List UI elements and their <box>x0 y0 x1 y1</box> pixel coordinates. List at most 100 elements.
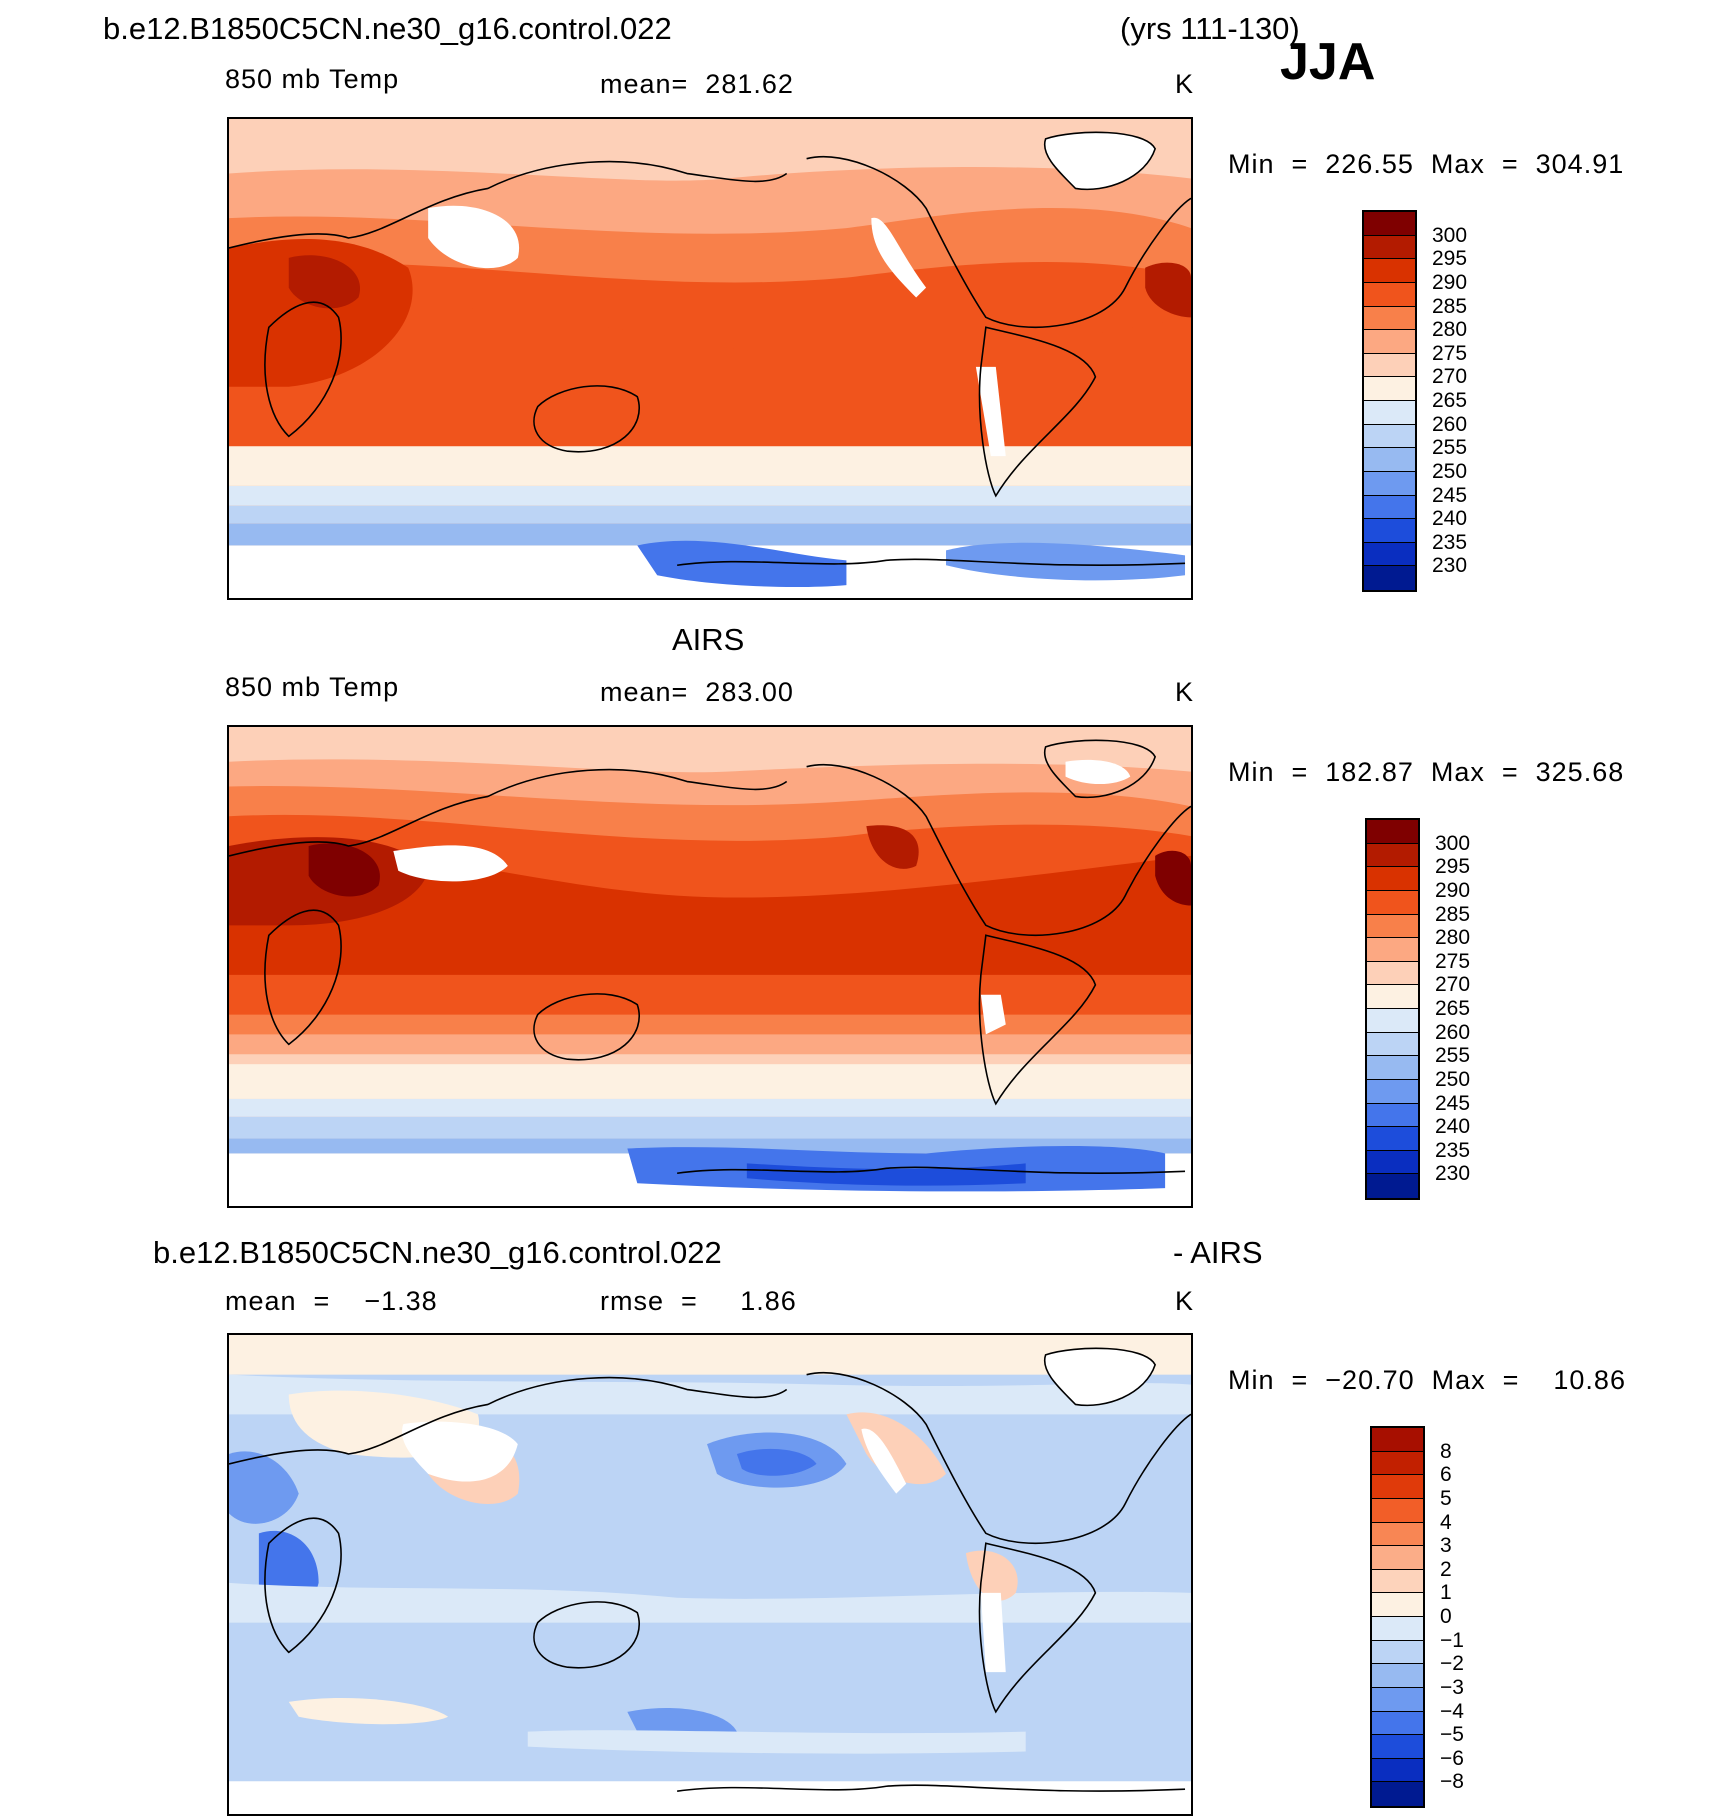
colorbar-box <box>1372 1569 1423 1594</box>
colorbar-box <box>1364 282 1415 307</box>
panel1-mean-label: mean= 281.62 <box>600 69 794 99</box>
colorbar-box <box>1367 1174 1418 1198</box>
colorbar-box <box>1367 820 1418 844</box>
colorbar-level-label: 260 <box>1435 1020 1471 1044</box>
colorbar-box <box>1364 519 1415 543</box>
colorbar-level-label: 1 <box>1440 1581 1452 1605</box>
colorbar-level-label: 300 <box>1435 831 1471 855</box>
colorbar-box <box>1364 566 1415 590</box>
colorbar-level-label: 285 <box>1432 294 1468 318</box>
colorbar-box <box>1364 424 1415 449</box>
panel3-title: b.e12.B1850C5CN.ne30_g16.control.022 <box>153 1235 722 1270</box>
colorbar-level-label: 230 <box>1435 1162 1471 1186</box>
colorbar-box <box>1364 353 1415 378</box>
colorbar-level-label: −6 <box>1440 1746 1464 1770</box>
season-label: JJA <box>1280 33 1376 91</box>
colorbar-level-label: 250 <box>1432 459 1468 483</box>
colorbar-box <box>1372 1498 1423 1523</box>
colorbar-level-label: 235 <box>1432 530 1468 554</box>
colorbar-level-label: 290 <box>1435 878 1471 902</box>
years-label: (yrs 111-130) <box>1120 11 1300 46</box>
panel2-colorbar <box>1365 818 1420 1200</box>
panel2-title: AIRS <box>672 622 745 657</box>
colorbar-box <box>1372 1593 1423 1617</box>
colorbar-level-label: 235 <box>1435 1138 1471 1162</box>
colorbar-box <box>1367 1150 1418 1175</box>
colorbar-level-label: −8 <box>1440 1770 1464 1794</box>
colorbar-box <box>1367 1079 1418 1104</box>
colorbar-box <box>1367 1009 1418 1033</box>
panel1-field-label: 850 mb Temp <box>225 64 400 94</box>
colorbar-level-label: 260 <box>1432 412 1468 436</box>
colorbar-box <box>1367 890 1418 915</box>
panel2-mean-label: mean= 283.00 <box>600 677 794 707</box>
colorbar-box <box>1364 377 1415 401</box>
panel3-rmse-label: rmse = 1.86 <box>600 1286 797 1316</box>
panel2-minmax: Min = 182.87 Max = 325.68 <box>1228 757 1625 787</box>
colorbar-box <box>1372 1664 1423 1688</box>
colorbar-box <box>1364 235 1415 260</box>
panel1-map-svg <box>229 119 1191 598</box>
colorbar-box <box>1364 212 1415 236</box>
colorbar-level-label: 290 <box>1432 270 1468 294</box>
colorbar-box <box>1367 961 1418 986</box>
panel2-map <box>227 725 1193 1208</box>
colorbar-level-label: 245 <box>1432 483 1468 507</box>
panel3-units: K <box>1175 1286 1195 1316</box>
colorbar-box <box>1372 1711 1423 1736</box>
panel3-title-right: - AIRS <box>1173 1235 1263 1270</box>
colorbar-box <box>1372 1428 1423 1452</box>
colorbar-box <box>1364 401 1415 425</box>
colorbar-box <box>1372 1640 1423 1665</box>
colorbar-level-label: 280 <box>1435 926 1471 950</box>
panel3-map-svg <box>229 1335 1191 1814</box>
colorbar-box <box>1364 306 1415 331</box>
colorbar-box <box>1364 330 1415 354</box>
panel3-mean-label: mean = −1.38 <box>225 1286 438 1316</box>
panel1-colorbar <box>1362 210 1417 592</box>
colorbar-level-label: 8 <box>1440 1439 1452 1463</box>
colorbar-box <box>1367 1056 1418 1080</box>
colorbar-level-label: 230 <box>1432 554 1468 578</box>
colorbar-box <box>1364 542 1415 567</box>
colorbar-level-label: 280 <box>1432 318 1468 342</box>
colorbar-box <box>1367 1032 1418 1057</box>
panel1-minmax: Min = 226.55 Max = 304.91 <box>1228 149 1625 179</box>
panel3-minmax: Min = −20.70 Max = 10.86 <box>1228 1365 1626 1395</box>
colorbar-level-label: 250 <box>1435 1067 1471 1091</box>
colorbar-level-label: 285 <box>1435 902 1471 926</box>
colorbar-box <box>1372 1735 1423 1759</box>
colorbar-level-label: 6 <box>1440 1463 1452 1487</box>
colorbar-level-label: 270 <box>1432 365 1468 389</box>
colorbar-box <box>1364 448 1415 472</box>
colorbar-level-label: −4 <box>1440 1699 1464 1723</box>
colorbar-level-label: 0 <box>1440 1605 1452 1628</box>
colorbar-box <box>1372 1475 1423 1499</box>
colorbar-box <box>1367 1127 1418 1151</box>
colorbar-level-label: 275 <box>1435 949 1471 973</box>
colorbar-box <box>1372 1546 1423 1570</box>
colorbar-level-label: 295 <box>1432 247 1468 271</box>
case-title: b.e12.B1850C5CN.ne30_g16.control.022 <box>103 11 672 46</box>
colorbar-box <box>1367 843 1418 868</box>
colorbar-box <box>1372 1451 1423 1476</box>
colorbar-level-label: 275 <box>1432 341 1468 365</box>
colorbar-level-label: −5 <box>1440 1723 1464 1747</box>
colorbar-level-label: 2 <box>1440 1557 1452 1581</box>
colorbar-level-label: 240 <box>1432 507 1468 531</box>
panel1-map <box>227 117 1193 600</box>
colorbar-level-label: 265 <box>1435 997 1471 1020</box>
colorbar-box <box>1364 259 1415 283</box>
colorbar-box <box>1367 914 1418 939</box>
colorbar-box <box>1372 1758 1423 1783</box>
colorbar-level-label: −2 <box>1440 1652 1464 1676</box>
colorbar-level-label: 5 <box>1440 1486 1452 1510</box>
colorbar-box <box>1372 1782 1423 1806</box>
colorbar-level-label: −1 <box>1440 1628 1464 1652</box>
colorbar-level-label: 255 <box>1435 1044 1471 1068</box>
colorbar-level-label: 4 <box>1440 1510 1452 1534</box>
colorbar-box <box>1367 867 1418 891</box>
colorbar-box <box>1364 471 1415 496</box>
panel2-map-svg <box>229 727 1191 1206</box>
colorbar-level-label: 265 <box>1432 389 1468 412</box>
